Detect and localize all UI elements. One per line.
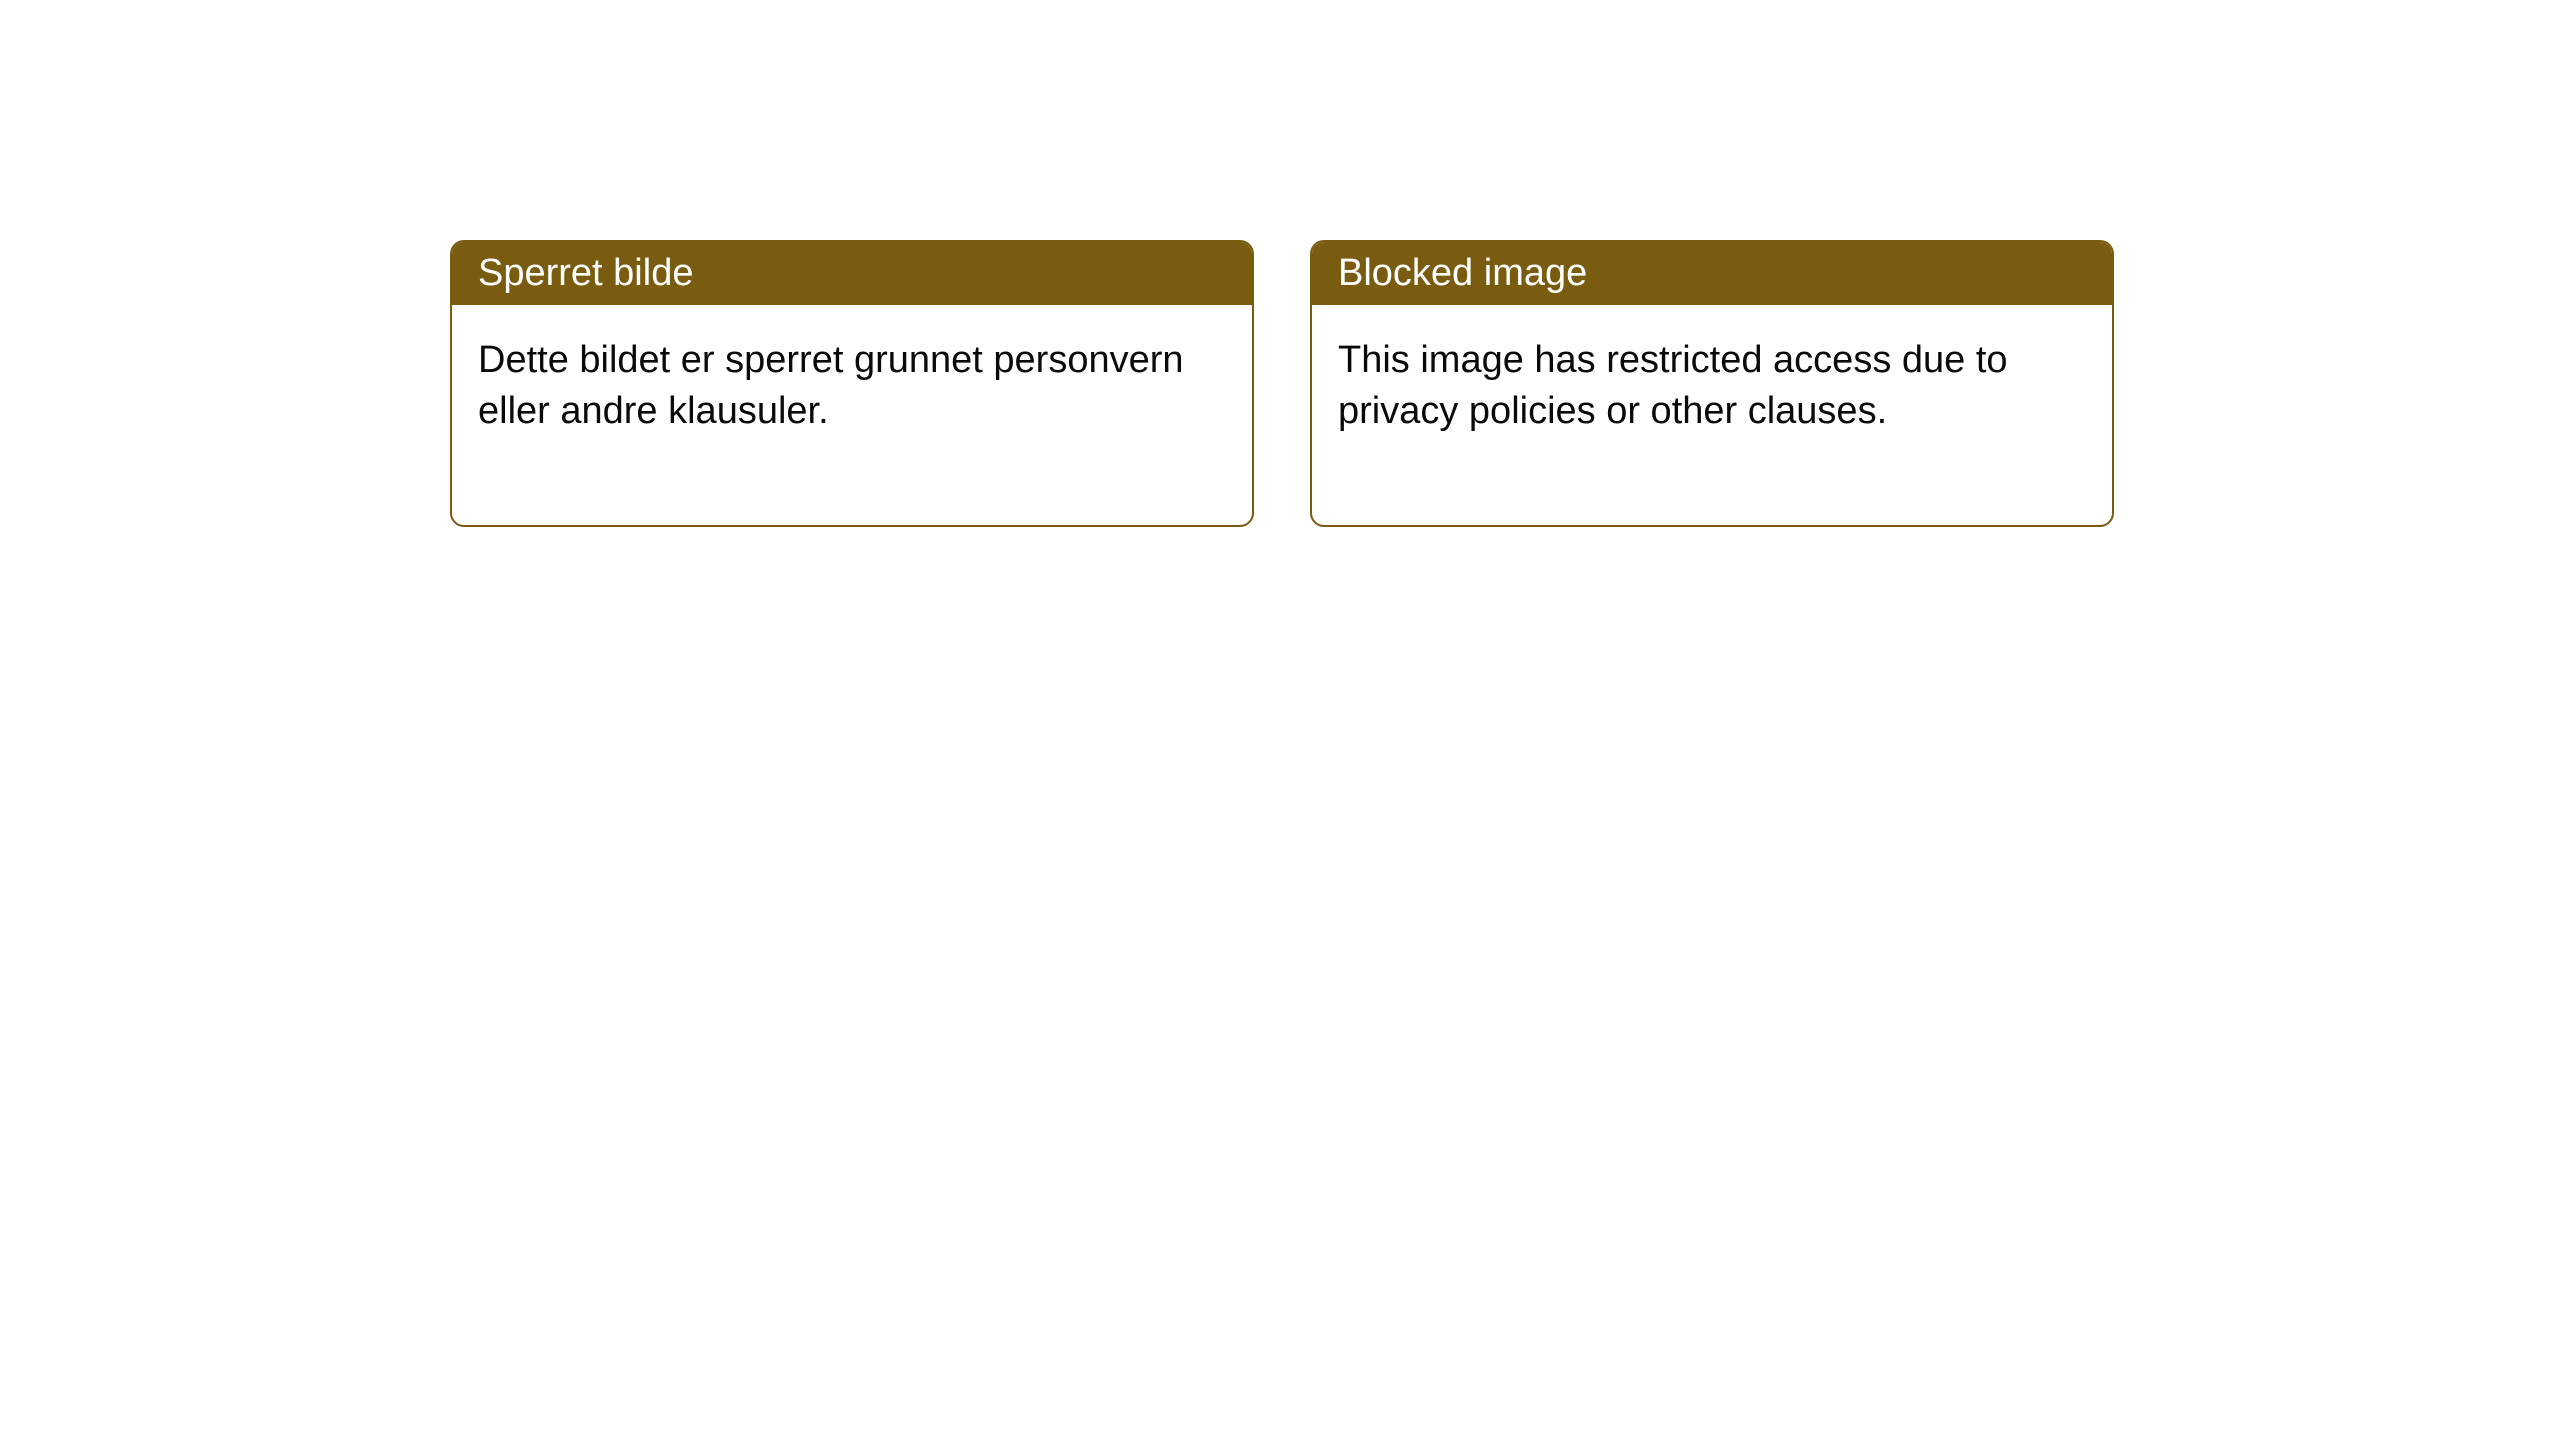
notice-box-english: Blocked image This image has restricted … [1310, 240, 2114, 527]
notice-header: Sperret bilde [452, 242, 1252, 305]
notice-header: Blocked image [1312, 242, 2112, 305]
notice-text: Dette bildet er sperret grunnet personve… [478, 339, 1184, 432]
notice-container: Sperret bilde Dette bildet er sperret gr… [450, 240, 2114, 527]
notice-box-norwegian: Sperret bilde Dette bildet er sperret gr… [450, 240, 1254, 527]
notice-body: This image has restricted access due to … [1312, 305, 2112, 525]
notice-text: This image has restricted access due to … [1338, 339, 2008, 432]
notice-title: Blocked image [1338, 252, 1587, 294]
notice-title: Sperret bilde [478, 252, 693, 294]
notice-body: Dette bildet er sperret grunnet personve… [452, 305, 1252, 525]
